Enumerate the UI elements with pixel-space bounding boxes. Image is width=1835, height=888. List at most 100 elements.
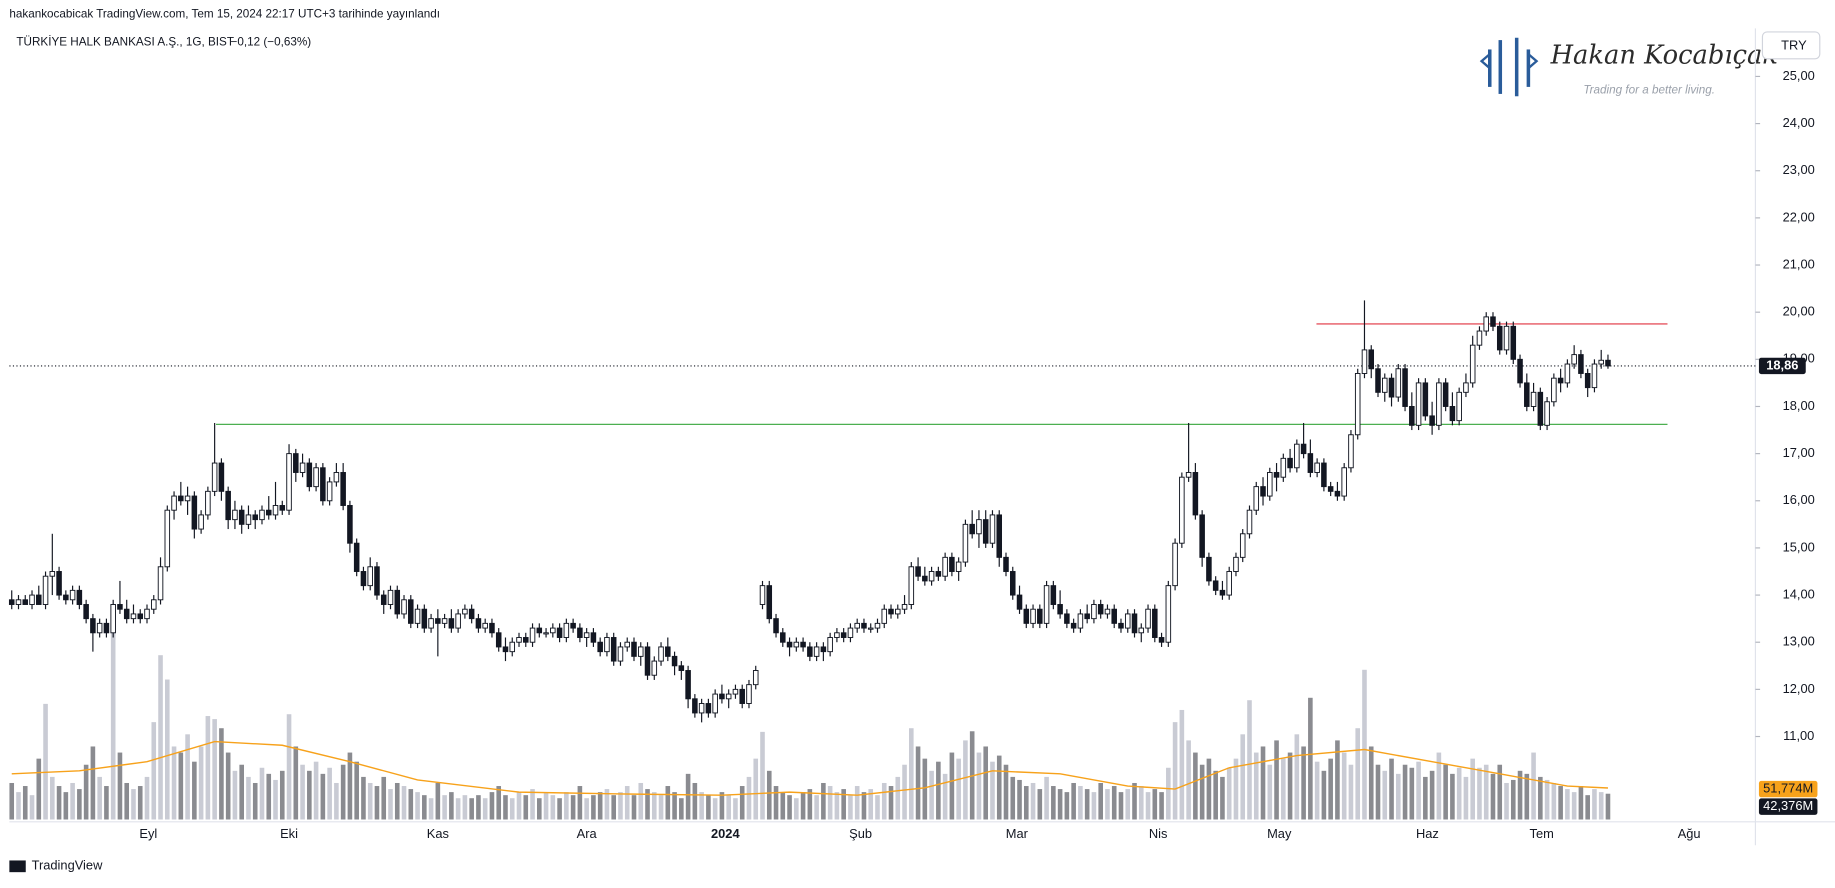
candle-body xyxy=(110,604,116,634)
x-tick-label: Şub xyxy=(849,826,872,841)
volume-bar xyxy=(996,755,1002,820)
candle-body xyxy=(347,505,353,544)
candle-body xyxy=(509,641,516,653)
volume-bar xyxy=(685,773,691,820)
candle-body xyxy=(732,688,739,695)
candle-body xyxy=(597,641,603,653)
volume-bar xyxy=(178,752,184,820)
candle-body xyxy=(516,637,522,643)
candle-body xyxy=(928,571,935,582)
candle-body xyxy=(867,627,874,630)
volume-bar xyxy=(679,798,684,820)
candle-body xyxy=(144,608,150,620)
candle-body xyxy=(1070,622,1077,629)
candle-body xyxy=(238,509,245,525)
candle-body xyxy=(252,514,258,521)
volume-bar xyxy=(137,786,143,820)
candle-body xyxy=(1152,608,1158,638)
volume-bar xyxy=(584,798,589,820)
volume-bar xyxy=(1023,786,1029,820)
candle-body xyxy=(604,637,610,653)
candle-body xyxy=(1388,377,1395,398)
candle-body xyxy=(590,632,597,643)
volume-bar xyxy=(1213,770,1218,820)
volume-bar xyxy=(909,728,914,820)
volume-ma-box xyxy=(1758,780,1818,798)
volume-bar xyxy=(449,792,454,820)
volume-bar xyxy=(185,734,190,820)
candle-body xyxy=(1483,316,1489,332)
candle-body xyxy=(847,627,854,638)
candle-body xyxy=(326,481,333,502)
volume-bar xyxy=(1368,746,1374,820)
volume-bar xyxy=(868,789,874,820)
volume-bar xyxy=(388,789,393,820)
candle-body xyxy=(1571,354,1577,365)
volume-bar xyxy=(557,798,562,820)
volume-bar xyxy=(719,792,725,820)
volume-bar xyxy=(1138,786,1144,820)
candle-body xyxy=(1564,363,1571,384)
candle-body xyxy=(15,599,22,605)
candle-body xyxy=(658,646,664,662)
candle-body xyxy=(773,618,779,634)
volume-bar xyxy=(1206,758,1212,820)
volume-bar xyxy=(665,786,671,820)
volume-bar xyxy=(232,770,238,820)
volume-bar xyxy=(1220,776,1225,820)
volume-bar xyxy=(543,792,549,820)
volume-bar xyxy=(428,798,434,820)
volume-bar xyxy=(1348,764,1354,820)
plot: 11,00 12,00 13,00 14,00 15,00 16,00 17,00 18,00… xyxy=(8,28,1835,846)
candle-body xyxy=(1341,467,1347,497)
candle-body xyxy=(455,613,461,629)
x-tick-label: Eyl xyxy=(139,826,157,841)
candle-body xyxy=(1469,344,1476,384)
volume-bar xyxy=(1308,697,1313,820)
volume-bar xyxy=(1456,767,1462,820)
volume-bar xyxy=(658,795,664,820)
volume-bar xyxy=(462,795,468,820)
candle-body xyxy=(651,660,658,676)
currency-box[interactable] xyxy=(1761,31,1821,60)
candle-body xyxy=(1064,613,1070,624)
candle-body xyxy=(1348,434,1354,469)
volume-bar xyxy=(1098,782,1103,820)
volume-bar xyxy=(97,776,102,820)
volume-bar xyxy=(401,786,407,820)
volume-bar xyxy=(523,795,529,820)
volume-bar xyxy=(827,786,833,820)
candle-body xyxy=(780,632,786,643)
candle-body xyxy=(225,490,231,521)
volume-bar xyxy=(489,792,495,820)
candle-body xyxy=(293,453,299,473)
volume-bar xyxy=(638,782,644,820)
volume-bar xyxy=(807,789,813,820)
candle-body xyxy=(1260,486,1266,497)
candle-body xyxy=(1091,604,1097,620)
candle-body xyxy=(1273,472,1280,478)
candle-body xyxy=(36,594,42,605)
volume-bar xyxy=(550,795,556,820)
candle-body xyxy=(1307,453,1314,473)
candle-body xyxy=(313,467,319,488)
volume-bar xyxy=(1328,758,1333,820)
volume-bar xyxy=(611,795,617,820)
volume-bar xyxy=(29,795,35,820)
volume-bar xyxy=(766,770,772,820)
candle-body xyxy=(1239,533,1246,558)
candle-body xyxy=(374,566,380,596)
candle-body xyxy=(211,462,218,492)
candle-body xyxy=(1003,556,1009,572)
volume-bar xyxy=(597,792,603,820)
candle-body xyxy=(996,514,1003,558)
candle-body xyxy=(468,608,475,620)
volume-bar xyxy=(591,795,596,820)
candle-body xyxy=(63,594,69,601)
volume-bar xyxy=(1510,779,1516,820)
candle-body xyxy=(441,618,448,624)
volume-bar xyxy=(164,679,170,820)
candle-body xyxy=(1436,382,1442,426)
volume-bar xyxy=(577,786,583,820)
